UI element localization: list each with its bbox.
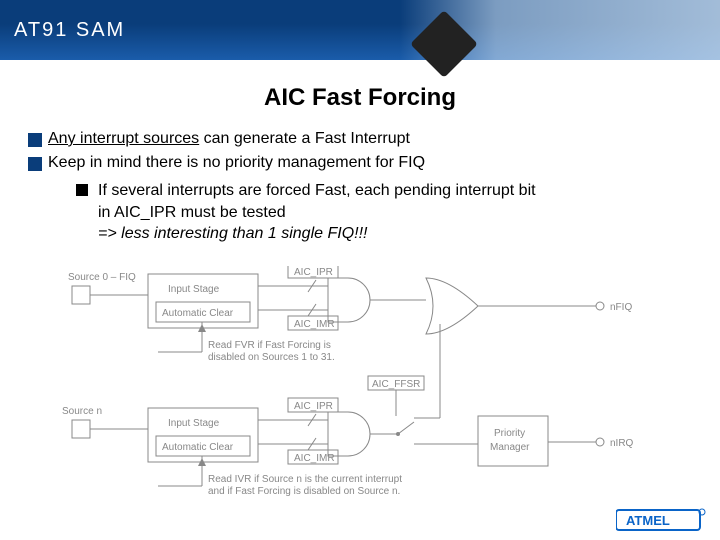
label-aic-ipr-bottom: AIC_IPR xyxy=(294,401,333,412)
header-logo-text: AT91 SAM xyxy=(14,19,125,42)
label-read-fvr-1: Read FVR if Fast Forcing is xyxy=(208,340,331,351)
label-input-stage-top: Input Stage xyxy=(168,284,220,295)
or-gate-nfiq xyxy=(426,278,478,334)
bullet-square-icon xyxy=(28,133,42,147)
inverter-bubble xyxy=(596,438,604,446)
label-priority-2: Manager xyxy=(490,442,530,453)
sub-line-1: If several interrupts are forced Fast, e… xyxy=(98,182,536,199)
and-gate-bottom xyxy=(328,412,370,456)
label-nirq: nIRQ xyxy=(610,438,634,449)
label-auto-clear-bottom: Automatic Clear xyxy=(162,442,234,453)
label-aic-ipr-top: AIC_IPR xyxy=(294,267,333,278)
footer-brand-text: ATMEL xyxy=(626,513,670,528)
sub-line-2: in AIC_IPR must be tested xyxy=(98,204,286,221)
and-gate-top xyxy=(328,278,370,322)
label-aic-ffsr: AIC_FFSR xyxy=(372,379,420,390)
box-sourcen xyxy=(72,420,90,438)
bullet-1: Any interrupt sources can generate a Fas… xyxy=(28,130,692,148)
label-input-stage-bottom: Input Stage xyxy=(168,418,220,429)
label-source0: Source 0 – FIQ xyxy=(68,272,136,283)
box-priority-manager xyxy=(478,416,548,466)
slide-header: AT91 SAM xyxy=(0,0,720,60)
label-auto-clear-top: Automatic Clear xyxy=(162,308,234,319)
sub-bullet-1: If several interrupts are forced Fast, e… xyxy=(76,180,692,245)
switch-pivot xyxy=(396,432,400,436)
slide-content: Any interrupt sources can generate a Fas… xyxy=(0,112,720,245)
box-input-stage-bottom xyxy=(148,408,258,462)
bullet-2: Keep in mind there is no priority manage… xyxy=(28,154,692,172)
label-priority-1: Priority xyxy=(494,428,525,439)
block-diagram: Source 0 – FIQ Input Stage Automatic Cle… xyxy=(48,266,672,512)
footer-brand-logo: ATMEL xyxy=(616,506,706,534)
inverter-bubble xyxy=(596,302,604,310)
bullet-square-icon xyxy=(28,157,42,171)
label-read-fvr-2: disabled on Sources 1 to 31. xyxy=(208,352,335,363)
sub-bullet-square-icon xyxy=(76,184,88,196)
bullet-2-text: Keep in mind there is no priority manage… xyxy=(48,154,425,172)
switch-arm xyxy=(398,422,414,434)
sub-bullet-1-text: If several interrupts are forced Fast, e… xyxy=(98,180,536,245)
sub-line-3: => less interesting than 1 single FIQ!!! xyxy=(98,225,367,242)
box-input-stage-top xyxy=(148,274,258,328)
label-read-ivr-2: and if Fast Forcing is disabled on Sourc… xyxy=(208,486,400,497)
label-nfiq: nFIQ xyxy=(610,302,632,313)
bullet-1-underlined: Any interrupt sources xyxy=(48,130,199,147)
label-sourcen: Source n xyxy=(62,406,102,417)
box-source0 xyxy=(72,286,90,304)
slide-title: AIC Fast Forcing xyxy=(0,84,720,112)
bullet-1-text: Any interrupt sources can generate a Fas… xyxy=(48,130,410,148)
bullet-1-rest: can generate a Fast Interrupt xyxy=(199,130,410,147)
label-read-ivr-1: Read IVR if Source n is the current inte… xyxy=(208,474,402,485)
